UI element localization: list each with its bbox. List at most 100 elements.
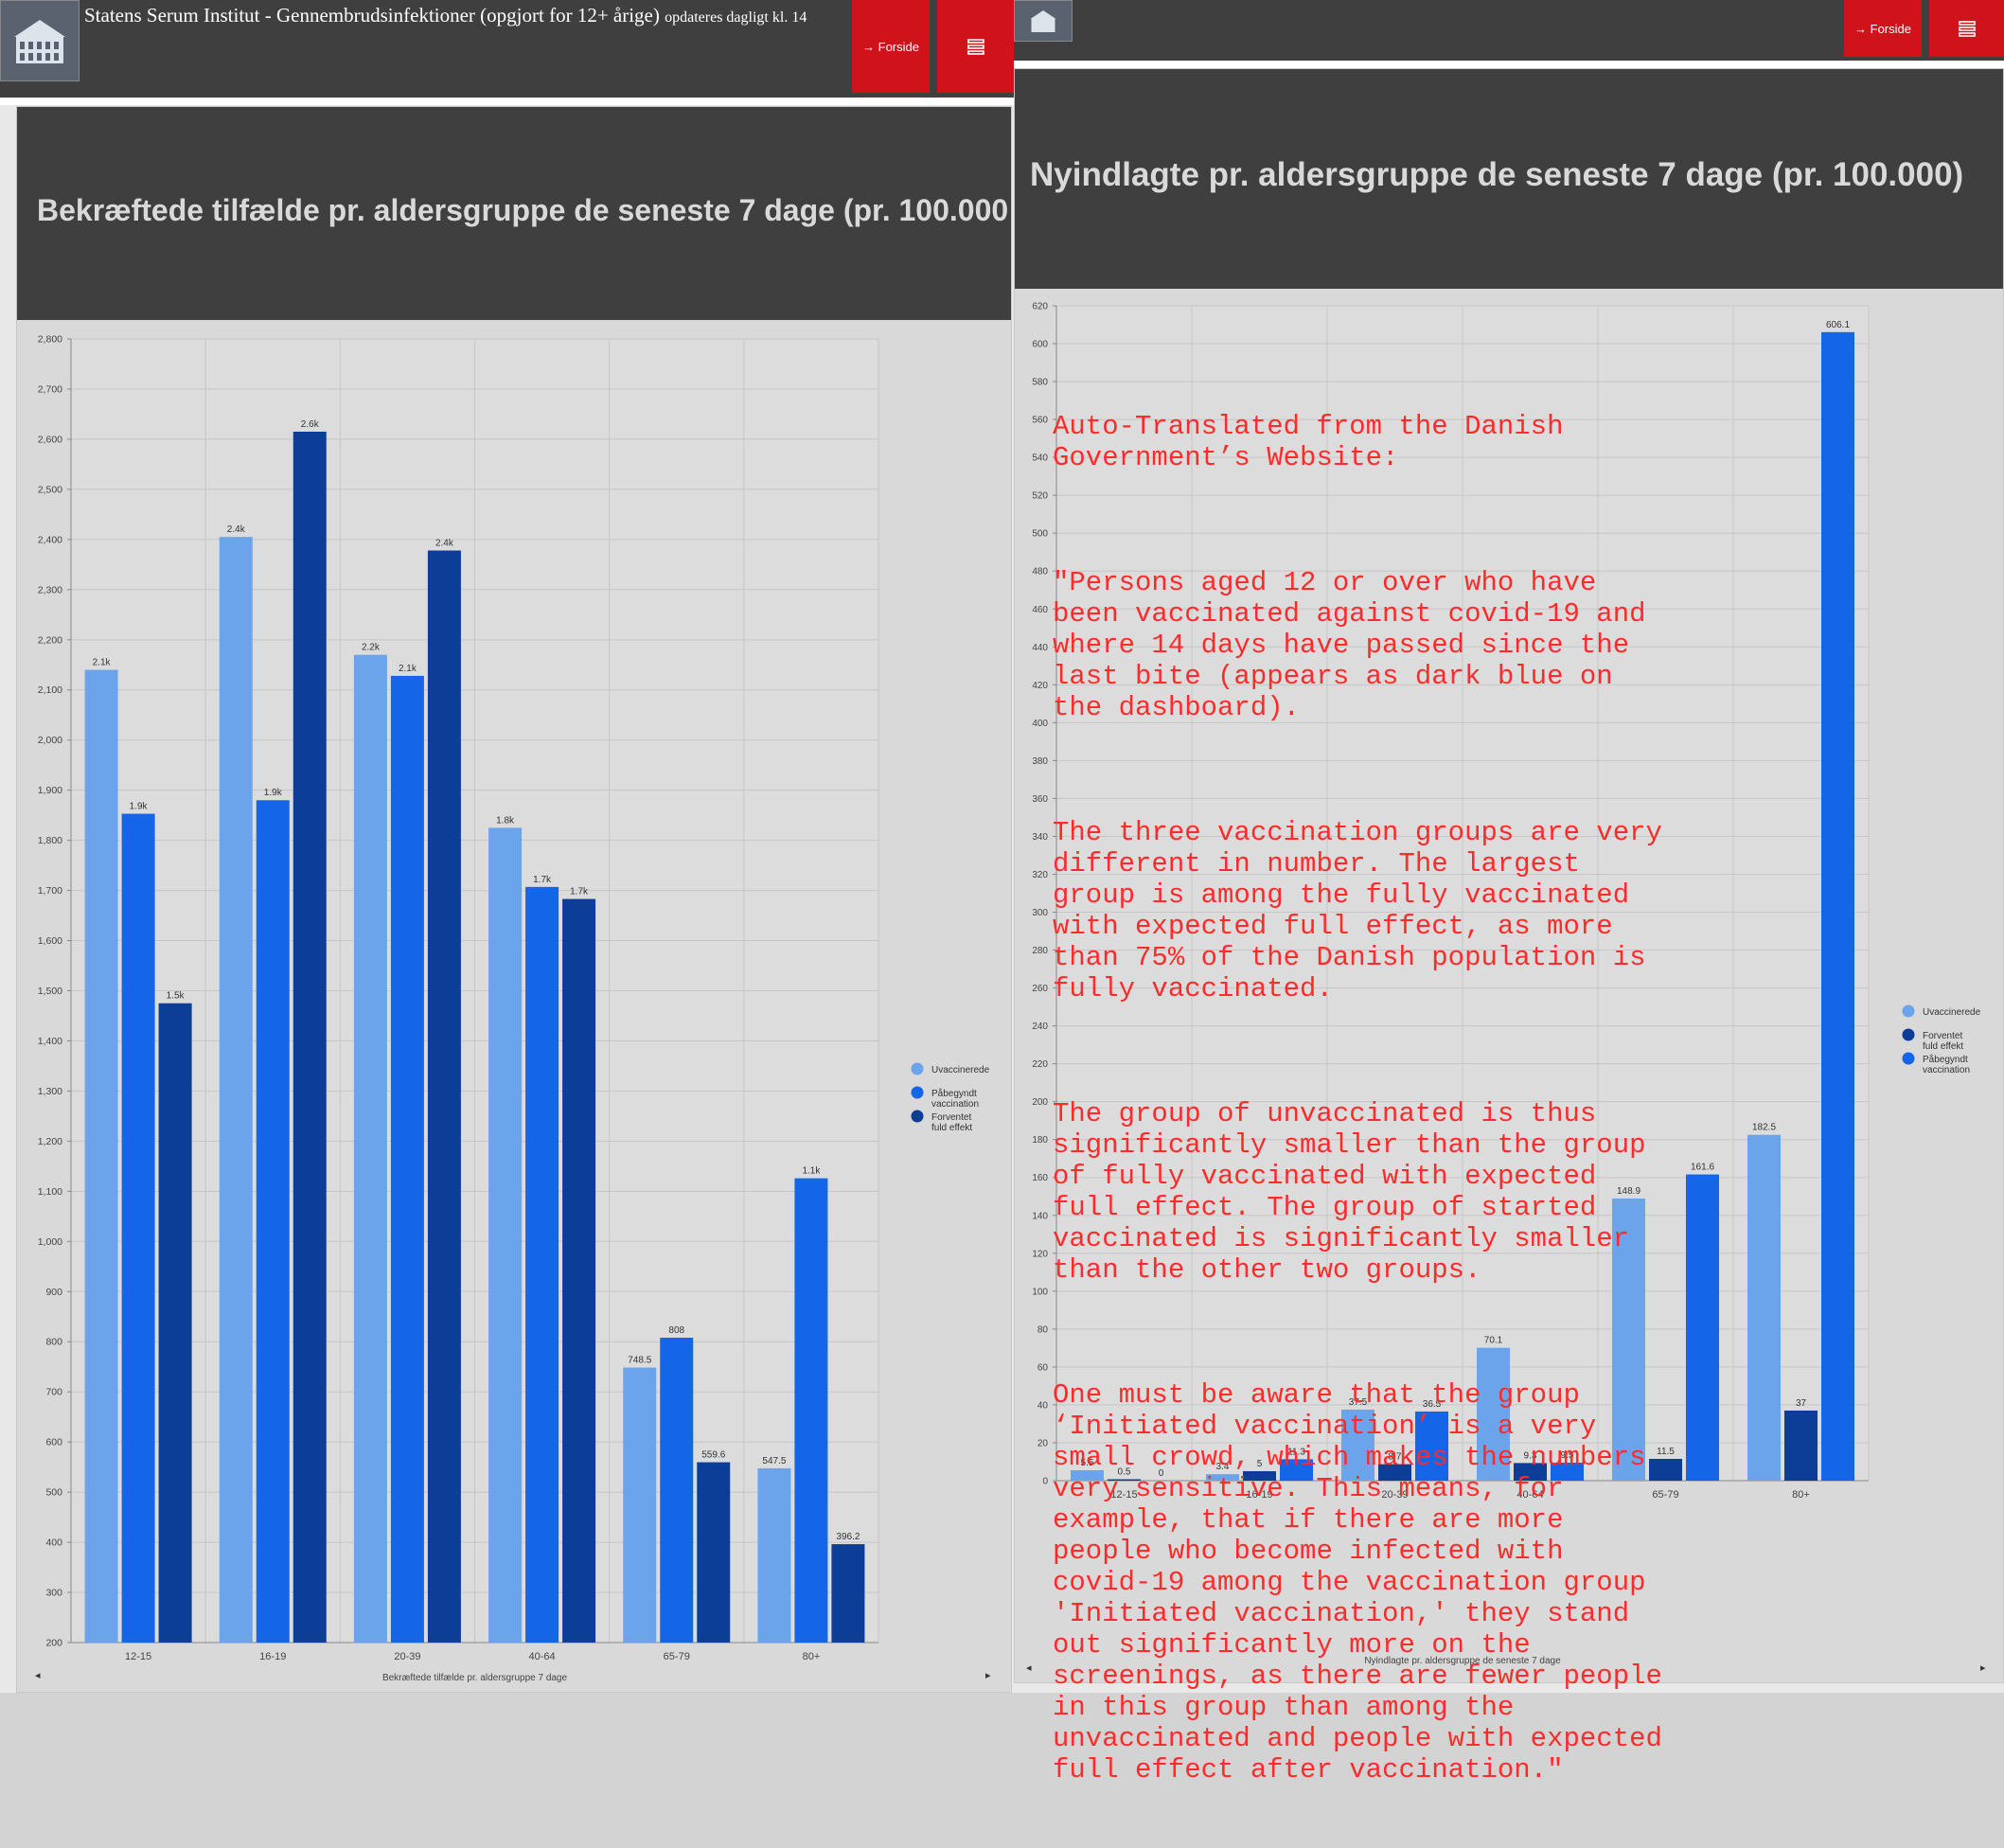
y-tick-label: 460: [1032, 605, 1048, 615]
legend-label-line: Påbegyndt: [1923, 1054, 1968, 1065]
y-tick-label: 1,100: [38, 1186, 62, 1198]
divider: [1014, 61, 2004, 68]
chart-panel-admissions: Nyindlagte pr. aldersgruppe de seneste 7…: [1014, 68, 2004, 1683]
x-tick-label: 20-39: [1381, 1489, 1408, 1501]
hamburger-icon[interactable]: [937, 0, 1014, 93]
legend-label: Uvaccinerede: [931, 1065, 990, 1075]
home-button-label: → Forside: [862, 39, 919, 54]
y-tick-label: 1,600: [38, 935, 62, 947]
y-tick-label: 2,100: [38, 684, 62, 696]
y-tick-label: 400: [45, 1537, 62, 1549]
legend-label: Påbegyndt vaccination: [931, 1088, 979, 1110]
bar: [1821, 331, 1854, 1482]
data-label: 559.6: [701, 1450, 725, 1461]
scroll-left-icon[interactable]: ◂: [35, 1670, 41, 1681]
legend-label-line: fuld effekt: [1923, 1041, 1963, 1052]
x-axis-title: Nyindlagte pr. aldersgruppe de seneste 7…: [1364, 1656, 1561, 1666]
y-tick-label: 40: [1037, 1400, 1049, 1411]
right-dashboard: → Forside Nyindlagte pr. aldersgruppe de…: [1014, 0, 2004, 1693]
legend-label: Forventet fuld effekt: [931, 1112, 972, 1133]
y-tick-label: 300: [45, 1588, 62, 1599]
y-tick-label: 500: [45, 1487, 62, 1499]
data-label: 1.7k: [533, 875, 552, 885]
y-tick-label: 200: [45, 1638, 62, 1649]
x-tick-label: 40-64: [529, 1651, 556, 1662]
y-tick-label: 420: [1032, 681, 1048, 691]
home-button[interactable]: → Forside: [852, 0, 930, 93]
data-label: 5.5: [1081, 1458, 1094, 1468]
y-tick-label: 1,300: [38, 1086, 62, 1097]
bar: [158, 1003, 192, 1643]
bar: [1280, 1459, 1313, 1481]
y-tick-label: 600: [45, 1437, 62, 1448]
y-tick-label: 320: [1032, 870, 1048, 880]
legend-swatch: [911, 1062, 924, 1075]
y-tick-label: 1,500: [38, 986, 62, 997]
bar: [488, 827, 523, 1643]
bar: [831, 1544, 865, 1643]
scroll-left-icon[interactable]: ◂: [1026, 1662, 1032, 1674]
y-tick-label: 580: [1032, 378, 1048, 388]
data-label: 0: [1159, 1468, 1164, 1479]
y-tick-label: 440: [1032, 643, 1048, 653]
x-tick-label: 40-64: [1516, 1489, 1543, 1501]
divider: [0, 98, 1014, 105]
bar: [1206, 1474, 1239, 1481]
bar: [1341, 1409, 1374, 1481]
bar: [1415, 1411, 1448, 1481]
top-bar: Statens Serum Institut - Gennembrudsinfe…: [0, 0, 1014, 98]
data-label: 547.5: [762, 1456, 786, 1466]
data-label: 11.5: [1657, 1447, 1675, 1457]
data-label: 2.2k: [362, 643, 381, 653]
legend-label-line: Uvaccinerede: [1923, 1007, 1981, 1018]
bar: [697, 1462, 731, 1643]
building-icon[interactable]: [1014, 0, 1073, 42]
data-label: 2.1k: [399, 664, 417, 674]
legend-label: Påbegyndt vaccination: [1923, 1054, 1970, 1075]
y-tick-label: 220: [1032, 1059, 1048, 1070]
overlay-paragraph: The three vaccination groups are very di…: [1053, 817, 1679, 1004]
x-tick-label: 12-15: [125, 1651, 151, 1662]
y-tick-label: 900: [45, 1287, 62, 1298]
overlay-paragraph: Auto-Translated from the Danish Governme…: [1053, 411, 1580, 473]
x-tick-label: 80+: [1792, 1489, 1810, 1501]
panel-header: Nyindlagte pr. aldersgruppe de seneste 7…: [1015, 69, 2003, 289]
y-tick-label: 400: [1032, 719, 1048, 729]
legend-label-line: Forventet: [1923, 1031, 1962, 1041]
x-tick-label: 65-79: [1652, 1489, 1678, 1501]
x-tick-label: 16-19: [1246, 1489, 1272, 1501]
y-tick-label: 520: [1032, 491, 1048, 502]
y-tick-label: 300: [1032, 908, 1048, 918]
bar: [84, 669, 118, 1643]
scroll-right-icon[interactable]: ▸: [985, 1670, 991, 1681]
bar: [1551, 1462, 1584, 1481]
data-label: 2.1k: [93, 658, 112, 668]
x-tick-label: 16-19: [259, 1651, 286, 1662]
y-tick-label: 200: [1032, 1097, 1048, 1108]
hamburger-icon[interactable]: [1929, 0, 2004, 57]
legend-label-line: fuld effekt: [931, 1123, 972, 1133]
y-tick-label: 800: [45, 1337, 62, 1348]
data-label: 37.5: [1349, 1397, 1368, 1408]
bar: [794, 1178, 828, 1643]
app-title: Statens Serum Institut - Gennembrudsinfe…: [84, 4, 807, 27]
x-tick-label: 80+: [803, 1651, 821, 1662]
data-label: 2.4k: [435, 538, 454, 548]
y-tick-label: 2,000: [38, 735, 62, 746]
legend-label-line: vaccination: [931, 1099, 979, 1110]
y-tick-label: 620: [1032, 302, 1048, 312]
y-tick-label: 20: [1037, 1438, 1049, 1448]
bar: [293, 431, 327, 1643]
data-label: 1.5k: [167, 991, 186, 1002]
home-button[interactable]: → Forside: [1844, 0, 1922, 57]
overlay-paragraph: One must be aware that the group ‘Initia…: [1053, 1379, 1679, 1786]
scroll-right-icon[interactable]: ▸: [1980, 1662, 1986, 1674]
legend-swatch: [1902, 1004, 1915, 1018]
overlay-paragraph: "Persons aged 12 or over who have been v…: [1053, 567, 1662, 723]
bar: [427, 550, 461, 1643]
data-label: 36.5: [1423, 1399, 1442, 1410]
building-icon[interactable]: [0, 0, 80, 81]
y-tick-label: 1,400: [38, 1036, 62, 1047]
panel-header: Bekræftede tilfælde pr. aldersgruppe de …: [17, 107, 1011, 320]
bar: [390, 675, 424, 1643]
